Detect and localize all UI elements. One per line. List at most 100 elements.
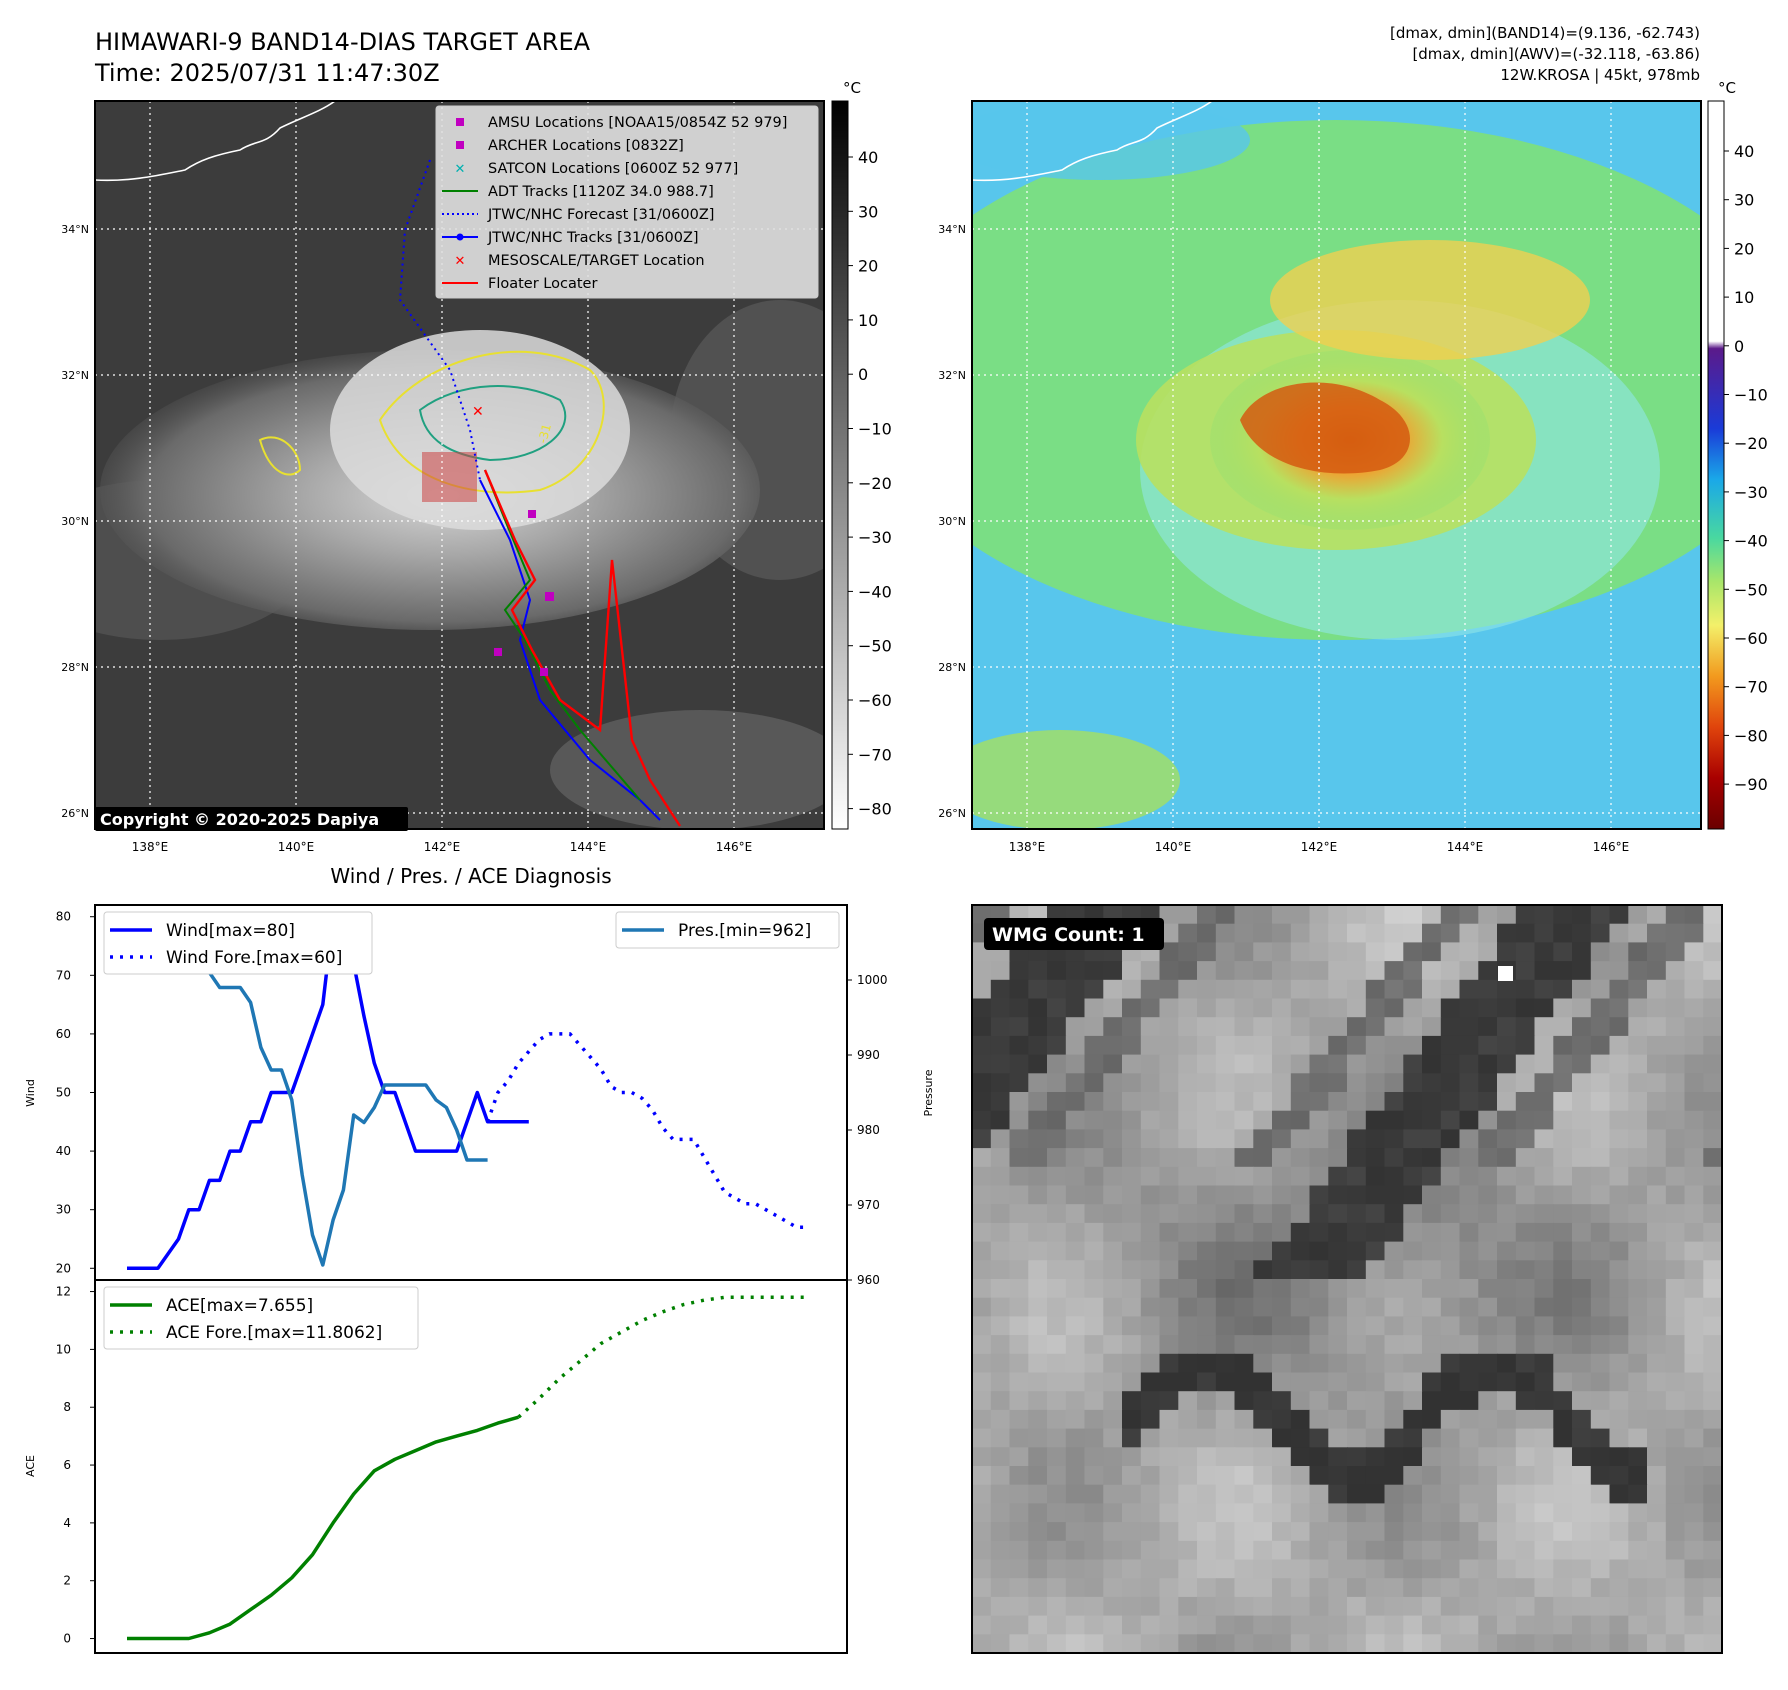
wind-legend: Wind[max=80] Wind Fore.[max=60]	[103, 911, 373, 975]
storm-id: 12W.KROSA | 45kt, 978mb	[1500, 66, 1700, 84]
awv-colorbar-tick: −80	[1734, 726, 1768, 745]
ir-colorbar-tick: −70	[858, 745, 892, 764]
pressure-legend: Pres.[min=962]	[615, 911, 840, 949]
amsu-markers	[494, 510, 554, 676]
ir-lon-label: 140°E	[278, 840, 315, 854]
awv-colorbar-tick: 0	[1734, 337, 1744, 356]
contour-label: -31	[535, 422, 554, 445]
legend-item-label: JTWC/NHC Tracks [31/0600Z]	[487, 230, 699, 246]
pressure-ytick: 970	[857, 1198, 880, 1212]
coastline	[95, 101, 336, 182]
awv-colorbar-tick: 10	[1734, 288, 1754, 307]
ace-legend: ACE[max=7.655] ACE Fore.[max=11.8062]	[103, 1286, 419, 1350]
awv-colorbar-tick: −20	[1734, 434, 1768, 453]
ir-colorbar-tick: −80	[858, 800, 892, 819]
awv-colorbar	[1707, 100, 1725, 830]
awv-lon-label: 140°E	[1155, 840, 1192, 854]
ir-colorbar	[831, 100, 849, 830]
wmg-panel: WMG Count: 1	[971, 904, 1723, 1654]
ir-lon-label: 138°E	[132, 840, 169, 854]
legend-wind: Wind[max=80]	[166, 921, 295, 941]
legend-item-label: Floater Locater	[488, 276, 597, 292]
ir-lat-label: 32°N	[61, 369, 89, 382]
pressure-ytick: 990	[857, 1048, 880, 1062]
ir-lon-label: 144°E	[570, 840, 607, 854]
awv-colorbar-tick: −70	[1734, 678, 1768, 697]
awv-lat-label: 28°N	[938, 661, 966, 674]
ace-series-line-1	[517, 1295, 807, 1419]
ace-ytick: 6	[63, 1458, 71, 1472]
ir-colorbar-tick: 10	[858, 311, 878, 330]
wind-ylabel: Wind	[24, 1079, 37, 1107]
ir-contour-teal	[418, 385, 567, 462]
wind-ytick: 50	[56, 1086, 71, 1100]
ir-lon-label: 146°E	[716, 840, 753, 854]
pressure-ytick: 980	[857, 1123, 880, 1137]
ir-map-legend: AMSU Locations [NOAA15/0854Z 52 979] ARCH…	[435, 105, 819, 299]
ace-ytick: 8	[63, 1400, 71, 1414]
ir-map-panel: ✕ -31 Copyright © 2020-2025 Dapiya AMSU …	[61, 79, 892, 854]
best-track	[479, 479, 661, 821]
wind-ytick: 20	[56, 1261, 71, 1275]
awv-colorbar-tick: −30	[1734, 483, 1768, 502]
ir-lat-label: 28°N	[61, 661, 89, 674]
legend-pressure: Pres.[min=962]	[678, 921, 811, 941]
ir-colorbar-tick: −50	[858, 637, 892, 656]
legend-item-label: ADT Tracks [1120Z 34.0 988.7]	[488, 184, 714, 200]
ir-lon-label: 142°E	[424, 840, 461, 854]
ir-colorbar-tick: 40	[858, 148, 878, 167]
legend-ace-forecast: ACE Fore.[max=11.8062]	[166, 1323, 382, 1343]
awv-map-frame	[971, 100, 1702, 830]
ir-target-box	[422, 452, 477, 502]
ir-colorbar-tick: −60	[858, 691, 892, 710]
dmax-awv: [dmax, dmin](AWV)=(-32.118, -63.86)	[1412, 45, 1700, 63]
awv-lat-label: 30°N	[938, 515, 966, 528]
legend-item-label: AMSU Locations [NOAA15/0854Z 52 979]	[488, 115, 787, 131]
awv-colorbar-tick: 40	[1734, 142, 1754, 161]
ace-ytick: 12	[56, 1285, 71, 1299]
ir-map-frame	[94, 100, 825, 830]
legend-wind-forecast: Wind Fore.[max=60]	[166, 948, 342, 968]
series-line-1	[485, 1032, 807, 1230]
ace-ytick: 0	[63, 1632, 71, 1646]
wind-ytick: 80	[56, 910, 71, 924]
adt-track	[484, 469, 641, 801]
dmax-band14: [dmax, dmin](BAND14)=(9.136, -62.743)	[1390, 24, 1700, 42]
awv-colorbar-tick: 30	[1734, 191, 1754, 210]
awv-map-panel: 34°N 32°N 30°N 28°N 26°N 138°E 140°E 142°E 144°…	[938, 79, 1768, 854]
ir-colorbar-tick: 30	[858, 202, 878, 221]
ace-series-line-0	[127, 1415, 519, 1641]
wmg-count-label: WMG Count: 1	[992, 924, 1145, 946]
ir-lat-label: 34°N	[61, 223, 89, 236]
ir-colorbar-tick: −30	[858, 528, 892, 547]
svg-text:✕: ✕	[455, 254, 466, 269]
wind-ytick: 70	[56, 968, 71, 982]
legend-item-label: SATCON Locations [0600Z 52 977]	[488, 161, 738, 177]
awv-lat-label: 34°N	[938, 223, 966, 236]
wind-ytick: 60	[56, 1027, 71, 1041]
ir-colorbar-tick: −40	[858, 582, 892, 601]
legend-item-label: JTWC/NHC Forecast [31/0600Z]	[487, 207, 714, 223]
ace-ytick: 4	[63, 1516, 71, 1530]
wmg-center-pixel	[1498, 966, 1513, 981]
awv-colorbar-tick: 20	[1734, 239, 1754, 258]
pressure-ytick: 960	[857, 1273, 880, 1287]
ir-lat-label: 26°N	[61, 807, 89, 820]
ir-colorbar-tick: −20	[858, 474, 892, 493]
awv-colorbar-tick: −50	[1734, 580, 1768, 599]
awv-gridlines	[972, 101, 1701, 829]
legend-item-label: MESOSCALE/TARGET Location	[488, 253, 705, 269]
target-x-marker: ✕	[472, 404, 484, 420]
awv-colorbar-tick: −40	[1734, 532, 1768, 551]
awv-coastline	[972, 101, 1213, 182]
awv-lon-label: 146°E	[1593, 840, 1630, 854]
wind-ytick: 30	[56, 1203, 71, 1217]
legend-item-label: ARCHER Locations [0832Z]	[488, 138, 684, 154]
copyright-text: Copyright © 2020-2025 Dapiya	[100, 810, 379, 829]
ir-colorbar-unit: °C	[843, 79, 861, 97]
ace-ytick: 10	[56, 1342, 71, 1356]
ir-colorbar-tick: 0	[858, 365, 868, 384]
ace-chart: 0 2 4 6 8 10 12 ACE ACE[max=7.655] ACE Fore.[m…	[24, 1279, 848, 1654]
wind-pressure-chart: 20 30 40 50 60 70 80 960 970 980 990 1000 Wind Pre…	[24, 904, 935, 1287]
